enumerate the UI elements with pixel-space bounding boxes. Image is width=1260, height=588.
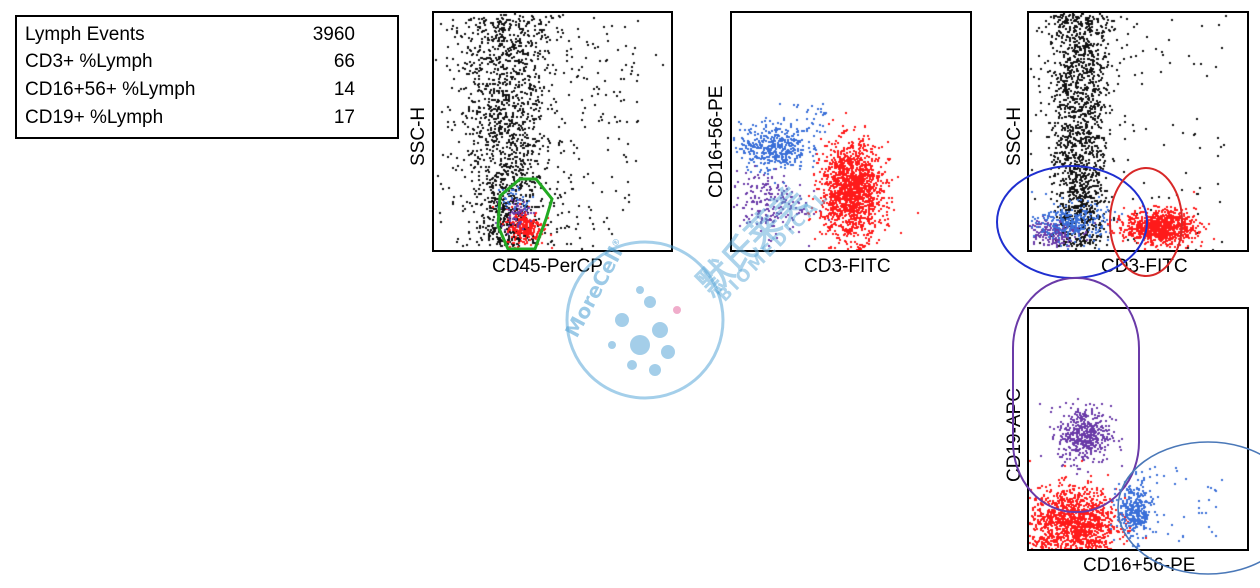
x-axis-label: CD45-PerCP (492, 256, 603, 277)
y-axis-label: CD19-APC (1004, 388, 1025, 482)
plot-cd3-vs-cd16-56 (730, 11, 972, 252)
stat-row-cd19: CD19+ %Lymph 17 (25, 105, 355, 131)
stat-value: 3960 (312, 24, 355, 45)
y-axis-label: SSC-H (408, 106, 429, 166)
stat-label: Lymph Events (25, 24, 145, 45)
stat-label: CD19+ %Lymph (25, 107, 164, 128)
stat-row-cd3: CD3+ %Lymph 66 (25, 49, 355, 75)
x-axis-label: CD16+56-PE (1083, 555, 1196, 576)
plot-cd16-56-vs-cd19 (1027, 307, 1249, 551)
statistics-table: Lymph Events 3960 CD3+ %Lymph 66 CD16+56… (15, 15, 399, 139)
stat-value: 17 (333, 107, 355, 128)
x-axis-label: CD3-FITC (1101, 256, 1188, 277)
plot-cd3-vs-ssc (1027, 11, 1249, 252)
gate-layer (496, 177, 554, 250)
stat-row-lymph-events: Lymph Events 3960 (25, 22, 355, 48)
scatter-canvas (732, 13, 970, 250)
stat-value: 14 (333, 79, 355, 100)
x-axis-label: CD3-FITC (804, 256, 891, 277)
stat-label: CD3+ %Lymph (25, 51, 153, 72)
stat-row-cd16-56: CD16+56+ %Lymph 14 (25, 77, 355, 103)
cd45-lymph-gate (496, 177, 554, 250)
stat-value: 66 (333, 51, 355, 72)
y-axis-label: SSC-H (1004, 106, 1025, 166)
scatter-canvas (1029, 309, 1247, 549)
stat-label: CD16+56+ %Lymph (25, 79, 196, 100)
plot-cd45-vs-ssc (432, 11, 673, 252)
y-axis-label: CD16+56-PE (706, 85, 727, 198)
scatter-canvas (1029, 13, 1247, 250)
scatter-canvas (434, 13, 671, 250)
